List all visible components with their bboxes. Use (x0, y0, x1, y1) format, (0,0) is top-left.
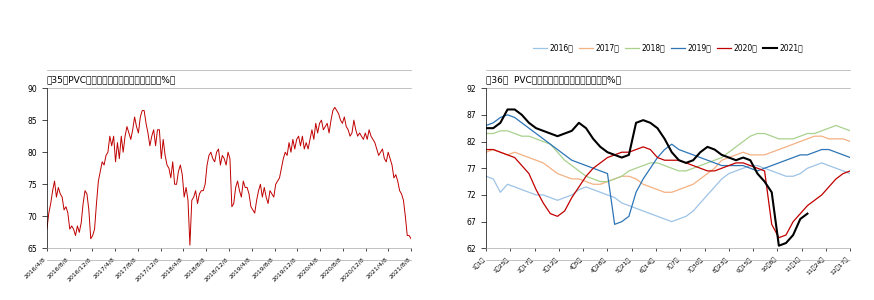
2019年 (609, 223, 620, 226)
2019年 (845, 156, 856, 159)
Legend: 2016年, 2017年, 2018年, 2019年, 2020年, 2021年: 2016年, 2017年, 2018年, 2019年, 2020年, 2021年 (531, 40, 806, 56)
2020年 (710, 169, 720, 173)
2019年 (517, 121, 527, 124)
2016年 (816, 161, 827, 165)
2018年 (510, 132, 520, 135)
2020年 (481, 148, 491, 151)
Line: 2017年: 2017年 (486, 136, 850, 192)
2016年 (724, 172, 734, 175)
2021年 (702, 145, 712, 149)
2019年 (667, 142, 677, 146)
2021年 (481, 126, 491, 130)
2018年 (830, 124, 841, 127)
2017年 (609, 177, 620, 181)
2019年 (688, 153, 698, 157)
2020年 (845, 169, 856, 173)
Line: 2021年: 2021年 (486, 110, 808, 246)
2016年 (710, 185, 720, 189)
2019年 (717, 164, 727, 167)
2020年 (609, 153, 620, 157)
2018年 (710, 158, 720, 162)
2016年 (481, 175, 491, 178)
2018年 (595, 180, 606, 183)
2019年 (624, 214, 635, 218)
Line: 2020年: 2020年 (486, 147, 850, 238)
Text: 图35：PVC生产企业开工率时间序列图示（%）: 图35：PVC生产企业开工率时间序列图示（%） (47, 76, 177, 85)
2017年 (809, 134, 820, 138)
2017年 (845, 140, 856, 143)
2016年 (667, 220, 677, 224)
2016年 (845, 172, 856, 175)
2017年 (652, 188, 662, 191)
2020年 (773, 236, 784, 239)
2019年 (481, 124, 491, 127)
2020年 (681, 161, 691, 165)
2020年 (724, 164, 734, 167)
2016年 (609, 196, 620, 200)
2018年 (481, 132, 491, 135)
2021年 (510, 108, 520, 111)
2020年 (510, 156, 520, 159)
2019年 (503, 113, 513, 117)
2018年 (845, 129, 856, 133)
Line: 2018年: 2018年 (486, 125, 850, 182)
2017年 (710, 167, 720, 170)
2016年 (681, 214, 691, 218)
Line: 2016年: 2016年 (486, 163, 850, 222)
2016年 (510, 185, 520, 189)
2018年 (659, 164, 669, 167)
2018年 (681, 169, 691, 173)
2017年 (724, 156, 734, 159)
2017年 (659, 190, 669, 194)
2021年 (652, 126, 662, 130)
2019年 (731, 164, 741, 167)
2021年 (609, 153, 620, 157)
2021年 (717, 153, 727, 157)
2018年 (616, 175, 627, 178)
2017年 (510, 150, 520, 154)
Line: 2019年: 2019年 (486, 115, 850, 224)
2017年 (481, 150, 491, 154)
2016年 (652, 214, 662, 218)
2020年 (659, 158, 669, 162)
2020年 (638, 145, 649, 149)
Text: 图36：  PVC生产企业周度开工季节性图示（%）: 图36： PVC生产企业周度开工季节性图示（%） (486, 76, 621, 85)
2017年 (681, 185, 691, 189)
2018年 (724, 150, 734, 154)
